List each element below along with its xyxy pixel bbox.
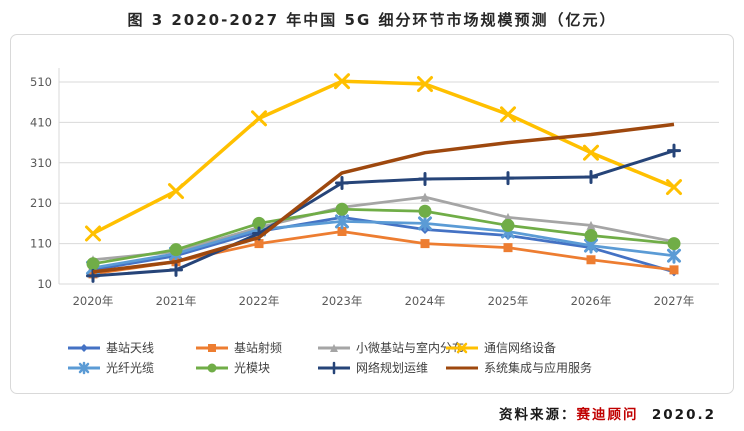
legend-item: 小微基站与室内分布 <box>317 339 464 356</box>
data-point-marker <box>586 220 596 230</box>
legend-swatch <box>446 342 478 353</box>
data-point-marker <box>418 204 432 218</box>
legend-item: 基站天线 <box>67 339 195 356</box>
x-tick-label: 2023年 <box>322 294 363 308</box>
legend-item: 网络规划运维 <box>317 359 445 376</box>
y-tick-label: 310 <box>30 156 52 170</box>
x-tick-label: 2021年 <box>156 294 197 308</box>
x-tick-label: 2020年 <box>73 294 114 308</box>
x-tick-label: 2026年 <box>571 294 612 308</box>
legend-item: 通信网络设备 <box>445 339 592 356</box>
data-point-marker <box>169 243 183 257</box>
legend-label: 光模块 <box>234 361 271 375</box>
series-line <box>92 79 675 236</box>
legend-label: 网络规划运维 <box>356 361 429 375</box>
series-line <box>92 220 675 270</box>
y-tick-label: 110 <box>30 237 52 251</box>
chart-frame: 10 110 210 310 410 510 2020年 2021年 2022年 2023年 202… <box>10 34 734 394</box>
data-point-marker <box>252 216 266 230</box>
source-org: 赛迪顾问 <box>576 407 639 423</box>
source-prefix: 资料来源： <box>498 407 577 423</box>
legend-label: 系统集成与应用服务 <box>484 361 593 375</box>
data-point-marker <box>584 229 598 243</box>
data-point-marker <box>168 183 184 200</box>
source-date: 2020.2 <box>651 407 716 423</box>
data-point-marker <box>666 179 682 196</box>
legend-label: 通信网络设备 <box>484 341 557 355</box>
legend-swatch <box>318 343 350 352</box>
data-point-marker <box>456 342 468 353</box>
plot-area: 10 110 210 310 410 510 2020年 2021年 2022年 2023年 202… <box>30 68 719 308</box>
data-point-marker <box>501 218 515 232</box>
x-tick-label: 2024年 <box>405 294 446 308</box>
y-tick-label: 10 <box>37 277 52 291</box>
legend-label: 基站射频 <box>234 341 283 355</box>
data-point-marker <box>420 192 430 202</box>
legend-label: 基站天线 <box>106 341 155 355</box>
legend-swatch <box>68 361 100 374</box>
data-point-marker <box>669 265 679 275</box>
legend-item: 光模块 <box>195 359 317 376</box>
data-point-marker <box>254 239 264 249</box>
chart-title: 图 3 2020-2027 年中国 5G 细分环节市场规模预测（亿元） <box>127 11 617 29</box>
series-line <box>92 122 675 274</box>
x-tick-label: 2025年 <box>488 294 529 308</box>
data-point-marker <box>80 343 88 352</box>
data-point-marker <box>503 243 513 253</box>
legend-swatch <box>196 343 228 352</box>
source-note: 资料来源：赛迪顾问 2020.2 <box>499 403 716 423</box>
data-point-marker <box>667 237 681 251</box>
data-point-marker <box>417 76 433 93</box>
chart-legend: 基站天线 基站射频 小微基站与室内分布 通信网络设备光纤光缆 光模块 网络规划运维 系统集成… <box>67 339 592 376</box>
data-point-marker <box>334 73 350 90</box>
legend-item: 基站射频 <box>195 339 317 356</box>
legend-label: 小微基站与室内分布 <box>356 341 465 355</box>
x-tick-label: 2022年 <box>239 294 280 308</box>
legend-swatch <box>196 363 228 372</box>
legend-swatch <box>68 343 100 352</box>
data-point-marker <box>85 225 101 242</box>
data-point-marker <box>208 343 216 352</box>
series-line <box>92 149 675 278</box>
y-tick-label: 210 <box>30 196 52 210</box>
data-point-marker <box>420 239 430 249</box>
data-point-marker <box>86 257 100 271</box>
data-point-marker <box>583 144 599 161</box>
x-tick-label: 2027年 <box>654 294 695 308</box>
data-point-marker <box>330 343 338 352</box>
legend-item: 光纤光缆 <box>67 359 195 376</box>
data-point-marker <box>251 110 267 127</box>
y-tick-label: 510 <box>30 75 52 89</box>
legend-label: 光纤光缆 <box>106 361 155 375</box>
legend-item: 系统集成与应用服务 <box>445 359 592 376</box>
series-line <box>92 195 675 262</box>
data-point-marker <box>586 255 596 265</box>
data-point-marker <box>500 106 516 123</box>
data-point-marker <box>337 226 347 236</box>
y-tick-label: 410 <box>30 115 52 129</box>
series-line <box>92 207 675 266</box>
legend-swatch <box>318 361 350 374</box>
legend-swatch <box>446 366 478 369</box>
data-point-marker <box>335 202 349 216</box>
data-point-marker <box>207 363 217 372</box>
